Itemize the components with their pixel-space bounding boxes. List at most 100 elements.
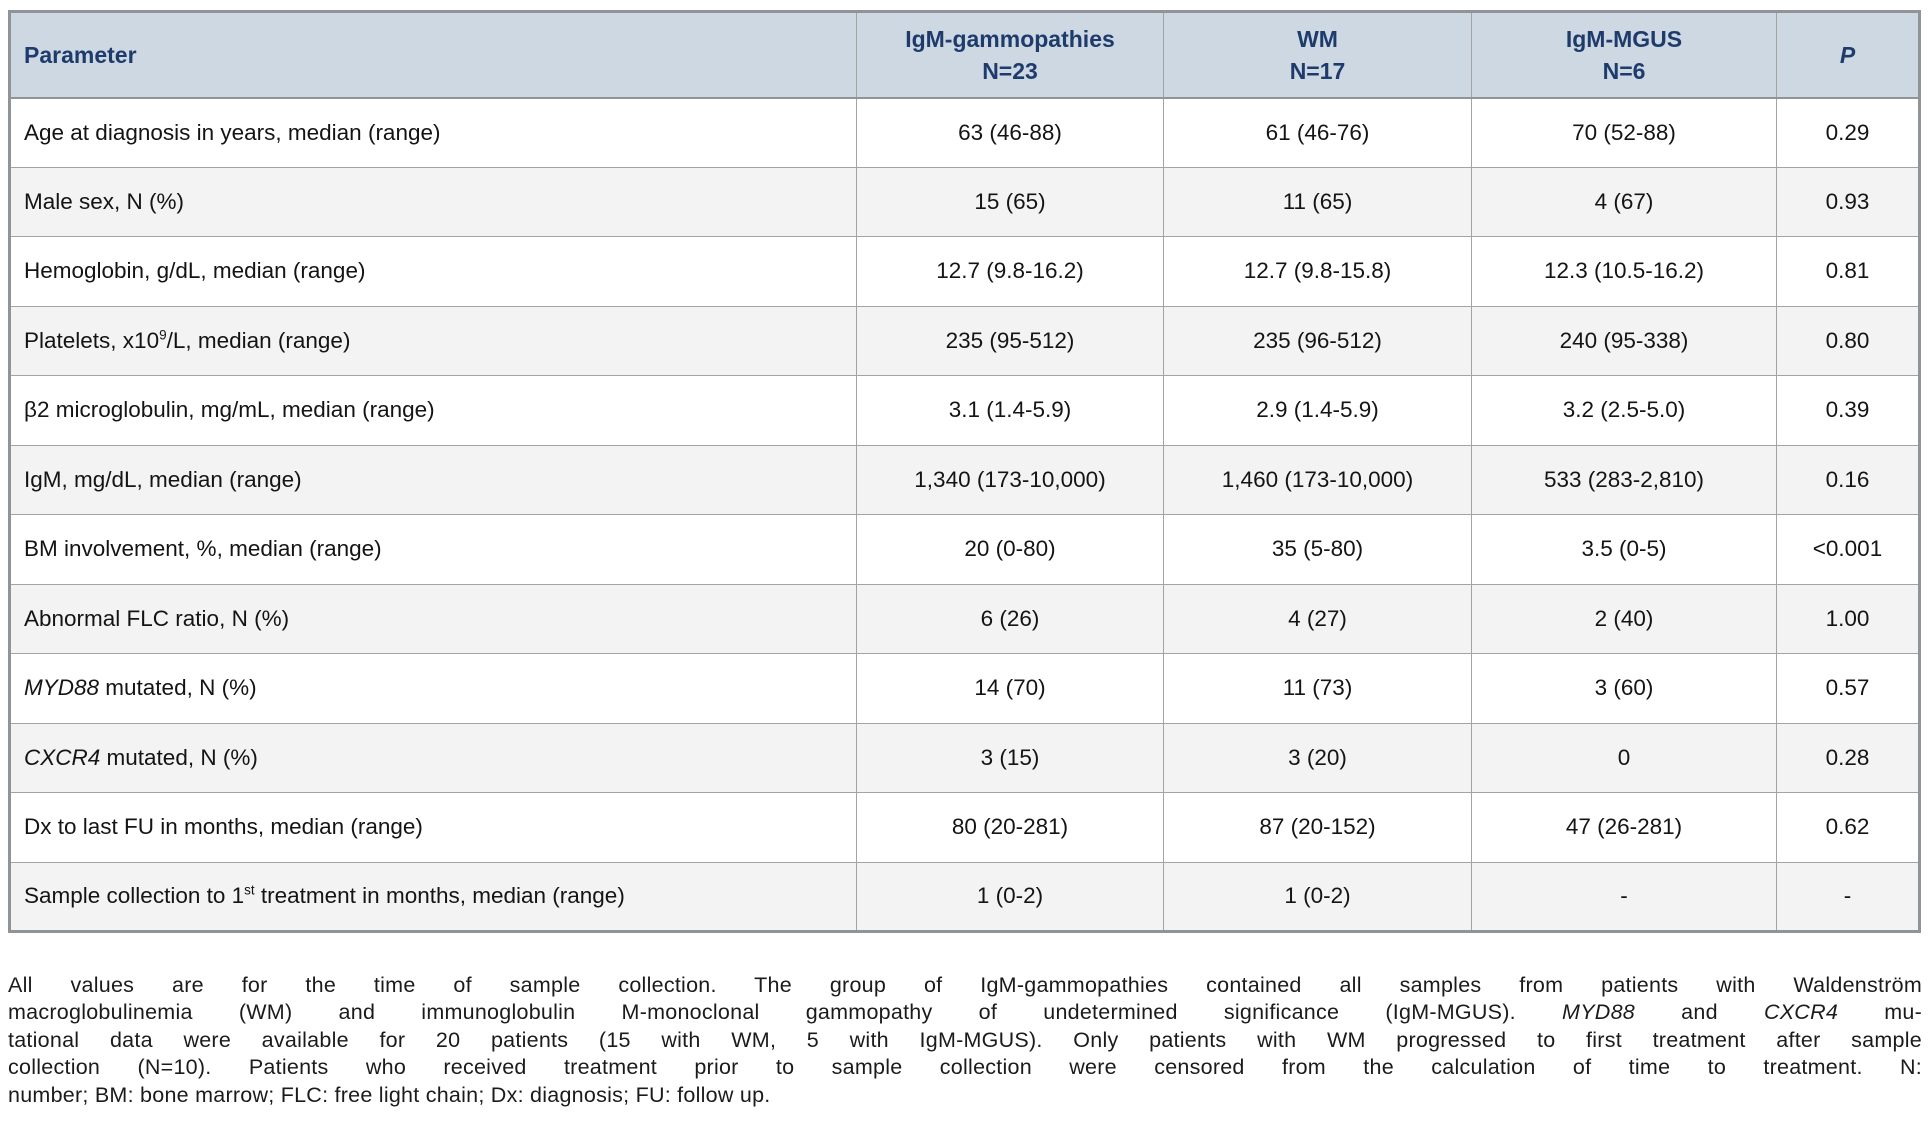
table-row: CXCR4 mutated, N (%) 3 (15) 3 (20) 0 0.28 bbox=[9, 722, 1920, 793]
text: Platelets, x10 bbox=[24, 327, 160, 353]
column-header-label: WM bbox=[1297, 25, 1338, 52]
value-cell: 3 (20) bbox=[1163, 722, 1472, 793]
parameter-cell: Age at diagnosis in years, median (range… bbox=[9, 97, 857, 168]
value-cell: 6 (26) bbox=[856, 583, 1164, 654]
value-cell: 533 (283-2,810) bbox=[1471, 444, 1777, 515]
column-header-label: IgM-MGUS bbox=[1565, 25, 1683, 52]
value-cell: 0.28 bbox=[1776, 722, 1920, 793]
value-cell: 12.3 (10.5-16.2) bbox=[1471, 236, 1777, 307]
value-cell: 0.62 bbox=[1776, 792, 1920, 863]
table-row: Age at diagnosis in years, median (range… bbox=[9, 97, 1920, 168]
table-body: Age at diagnosis in years, median (range… bbox=[9, 97, 1920, 932]
value-cell: 3 (60) bbox=[1471, 653, 1777, 724]
table-row: Platelets, x109/L, median (range) 235 (95… bbox=[9, 305, 1920, 376]
parameter-cell: Dx to last FU in months, median (range) bbox=[9, 792, 857, 863]
table-header: Parameter IgM-gammopathies N=23 WM N=17 IgM-M… bbox=[9, 11, 1920, 99]
table-row: BM involvement, %, median (range) 20 (0-8… bbox=[9, 514, 1920, 585]
parameter-cell: β2 microglobulin, mg/mL, median (range) bbox=[9, 375, 857, 446]
value-cell: 15 (65) bbox=[856, 166, 1164, 237]
value-cell: - bbox=[1471, 861, 1777, 932]
value-cell: 2.9 (1.4-5.9) bbox=[1163, 375, 1472, 446]
text: All values are for the time of sample co… bbox=[8, 973, 1922, 997]
parameter-cell: BM involvement, %, median (range) bbox=[9, 514, 857, 585]
table-row: MYD88 mutated, N (%) 14 (70) 11 (73) 3 (60)… bbox=[9, 653, 1920, 724]
column-header-parameter: Parameter bbox=[9, 11, 857, 99]
text: /L, median (range) bbox=[166, 327, 351, 353]
italic-text: CXCR4 bbox=[24, 744, 101, 770]
value-cell: 1,340 (173-10,000) bbox=[856, 444, 1164, 515]
column-header-igm-gammopathies: IgM-gammopathies N=23 bbox=[856, 11, 1164, 99]
value-cell: 3.5 (0-5) bbox=[1471, 514, 1777, 585]
text: Abnormal FLC ratio, N (%) bbox=[24, 605, 290, 631]
text: Dx to last FU in months, median (range) bbox=[24, 814, 423, 840]
table-row: Dx to last FU in months, median (range) 8… bbox=[9, 792, 1920, 863]
value-cell: 0.81 bbox=[1776, 236, 1920, 307]
footnote-line: All values are for the time of sample co… bbox=[8, 972, 1922, 999]
text: and bbox=[1635, 1000, 1764, 1025]
text: tational data were available for 20 pati… bbox=[8, 1027, 1922, 1052]
text: β2 microglobulin, mg/mL, median (range) bbox=[24, 397, 435, 423]
value-cell: 1.00 bbox=[1776, 583, 1920, 654]
value-cell: 12.7 (9.8-15.8) bbox=[1163, 236, 1472, 307]
column-header-wm: WM N=17 bbox=[1163, 11, 1472, 99]
parameter-cell: Hemoglobin, g/dL, median (range) bbox=[9, 236, 857, 307]
footnote-line: macroglobulinemia (WM) and immunoglobuli… bbox=[8, 999, 1922, 1026]
value-cell: 70 (52-88) bbox=[1471, 97, 1777, 168]
value-cell: 47 (26-281) bbox=[1471, 792, 1777, 863]
column-header-count: N=17 bbox=[1289, 57, 1346, 84]
table-row: Sample collection to 1st treatment in mo… bbox=[9, 861, 1920, 932]
table-row: Abnormal FLC ratio, N (%) 6 (26) 4 (27) 2 (… bbox=[9, 583, 1920, 654]
value-cell: 2 (40) bbox=[1471, 583, 1777, 654]
italic-text: MYD88 bbox=[24, 675, 100, 701]
value-cell: 35 (5-80) bbox=[1163, 514, 1472, 585]
italic-text: MYD88 bbox=[1562, 1000, 1635, 1025]
italic-text: CXCR4 bbox=[1763, 1000, 1839, 1025]
value-cell: 1 (0-2) bbox=[1163, 861, 1472, 932]
text: number; BM: bone marrow; FLC: free light… bbox=[8, 1082, 771, 1107]
text: collection (N=10). Patients who received… bbox=[8, 1055, 1922, 1080]
value-cell: 61 (46-76) bbox=[1163, 97, 1472, 168]
text: Male sex, N (%) bbox=[24, 188, 185, 214]
table-footnote: All values are for the time of sample co… bbox=[8, 972, 1922, 1109]
value-cell: 0 bbox=[1471, 722, 1777, 793]
text: Hemoglobin, g/dL, median (range) bbox=[24, 258, 366, 284]
value-cell: - bbox=[1776, 861, 1920, 932]
column-header-p-value: P bbox=[1776, 11, 1920, 99]
text: IgM, mg/dL, median (range) bbox=[24, 466, 302, 492]
value-cell: 1 (0-2) bbox=[856, 861, 1164, 932]
value-cell: 0.57 bbox=[1776, 653, 1920, 724]
footnote-line: tational data were available for 20 pati… bbox=[8, 1027, 1922, 1054]
table-row: Hemoglobin, g/dL, median (range) 12.7 (9.… bbox=[9, 236, 1920, 307]
value-cell: 14 (70) bbox=[856, 653, 1164, 724]
text: macroglobulinemia (WM) and immunoglobuli… bbox=[8, 1000, 1563, 1025]
value-cell: 3.2 (2.5-5.0) bbox=[1471, 375, 1777, 446]
table-row: β2 microglobulin, mg/mL, median (range) 3… bbox=[9, 375, 1920, 446]
value-cell: 1,460 (173-10,000) bbox=[1163, 444, 1472, 515]
parameter-cell: Platelets, x109/L, median (range) bbox=[9, 305, 857, 376]
value-cell: <0.001 bbox=[1776, 514, 1920, 585]
column-header-label: Parameter bbox=[24, 41, 137, 68]
table-row: Male sex, N (%) 15 (65) 11 (65) 4 (67) 0.93 bbox=[9, 166, 1920, 237]
footnote-line: number; BM: bone marrow; FLC: free light… bbox=[8, 1082, 1922, 1109]
value-cell: 0.16 bbox=[1776, 444, 1920, 515]
superscript-text: 9 bbox=[159, 327, 167, 343]
text: BM involvement, %, median (range) bbox=[24, 536, 382, 562]
column-header-count: N=23 bbox=[982, 57, 1038, 84]
value-cell: 235 (96-512) bbox=[1163, 305, 1472, 376]
parameter-cell: Sample collection to 1st treatment in mo… bbox=[9, 861, 857, 932]
text: mu- bbox=[1838, 1000, 1923, 1025]
value-cell: 3 (15) bbox=[856, 722, 1164, 793]
parameter-cell: IgM, mg/dL, median (range) bbox=[9, 444, 857, 515]
value-cell: 0.29 bbox=[1776, 97, 1920, 168]
value-cell: 12.7 (9.8-16.2) bbox=[856, 236, 1164, 307]
value-cell: 4 (27) bbox=[1163, 583, 1472, 654]
value-cell: 0.39 bbox=[1776, 375, 1920, 446]
value-cell: 3.1 (1.4-5.9) bbox=[856, 375, 1164, 446]
column-header-count: N=6 bbox=[1602, 57, 1646, 84]
text: treatment in months, median (range) bbox=[254, 883, 625, 909]
value-cell: 0.80 bbox=[1776, 305, 1920, 376]
value-cell: 4 (67) bbox=[1471, 166, 1777, 237]
parameter-cell: Male sex, N (%) bbox=[9, 166, 857, 237]
parameter-cell: Abnormal FLC ratio, N (%) bbox=[9, 583, 857, 654]
